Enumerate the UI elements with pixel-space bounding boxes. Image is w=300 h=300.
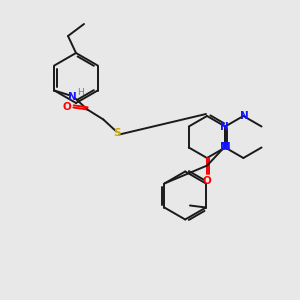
Text: O: O [202, 176, 211, 186]
Text: N: N [240, 111, 249, 121]
Text: H: H [77, 88, 84, 97]
Text: N: N [220, 122, 229, 131]
Text: O: O [63, 101, 72, 112]
Text: N: N [220, 142, 229, 152]
Text: N: N [222, 142, 231, 152]
Text: S: S [114, 128, 121, 139]
Text: N: N [68, 92, 77, 101]
